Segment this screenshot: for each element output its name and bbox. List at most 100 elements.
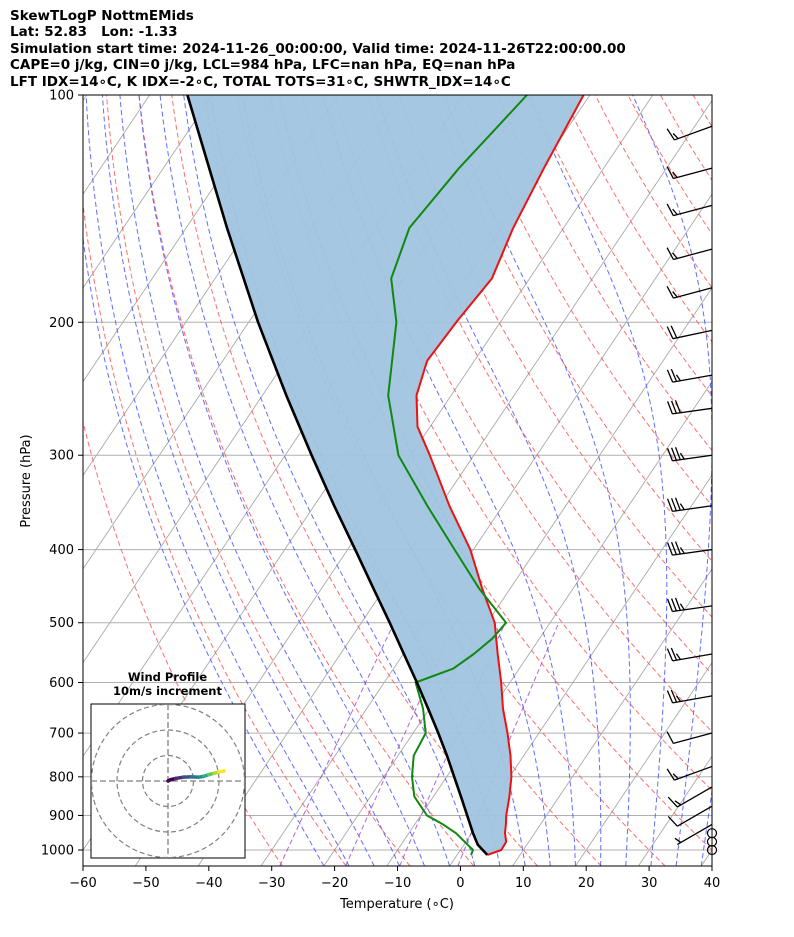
- isotherm-line: [260, 193, 712, 866]
- dry-adiabat-line: [268, 95, 712, 851]
- wind-barb: [666, 368, 713, 383]
- isotherm-line: [700, 849, 712, 866]
- wind-barb: [667, 597, 713, 613]
- title-line-indices-2: LFT IDX=14∘C, K IDX=-2∘C, TOTAL TOTS=31∘…: [10, 73, 511, 90]
- wind-barb: [666, 647, 713, 662]
- y-axis-label: Pressure (hPa): [19, 434, 34, 527]
- dry-adiabat-line: [562, 95, 712, 343]
- moist-adiabat-line: [443, 95, 631, 866]
- isotherm-line: [323, 287, 712, 866]
- y-tick-label: 900: [49, 809, 74, 824]
- y-tick-label: 100: [49, 89, 74, 104]
- wind-barb: [666, 325, 713, 340]
- moist-adiabat-line: [376, 95, 602, 866]
- dry-adiabat-line: [431, 95, 712, 562]
- wind-barb: [667, 400, 713, 415]
- wind-barbs: [666, 125, 718, 856]
- isotherm-line: [764, 95, 794, 866]
- y-tick-label: 300: [49, 449, 74, 464]
- moist-adiabat-line: [119, 95, 400, 866]
- x-tick-label: −60: [69, 876, 96, 891]
- title-line-station: SkewTLogP NottmEMids: [10, 8, 194, 24]
- isotherm-line: [83, 95, 276, 383]
- moist-adiabat-line: [83, 234, 325, 866]
- x-tick-label: −20: [321, 876, 348, 891]
- title-line-location: Lat: 52.83 Lon: -1.33: [10, 24, 178, 41]
- y-tick-label: 200: [49, 316, 74, 331]
- x-axis-label: Temperature (∘C): [339, 897, 454, 912]
- y-tick-label: 600: [49, 676, 74, 691]
- wind-barb: [666, 285, 713, 299]
- wind-barb: [666, 689, 713, 704]
- isotherm-line: [83, 95, 213, 289]
- wind-barb: [674, 823, 713, 846]
- mixing-ratio-line: [279, 622, 395, 866]
- hodograph-title: Wind Profile: [127, 670, 208, 684]
- dewpoint-profile-line: [387, 95, 528, 856]
- dry-adiabat-line: [301, 95, 712, 792]
- dry-adiabat-line: [171, 95, 538, 866]
- profiles: [186, 95, 585, 856]
- dry-adiabat-line: [334, 95, 712, 733]
- x-tick-label: 20: [578, 876, 595, 891]
- x-tick-label: −30: [258, 876, 285, 891]
- x-tick-label: 10: [515, 876, 532, 891]
- isotherm-line: [575, 661, 712, 866]
- moist-adiabat-line: [322, 95, 576, 866]
- temperature-profile-line: [415, 95, 585, 856]
- dry-adiabat-line: [83, 419, 283, 866]
- x-tick-label: −40: [195, 876, 222, 891]
- wind-barb: [666, 125, 713, 141]
- hodograph-subtitle: 10m/s increment: [113, 684, 222, 698]
- cin-shade-area: [187, 95, 584, 855]
- x-tick-label: −10: [384, 876, 411, 891]
- isotherm-line: [512, 568, 712, 866]
- moist-adiabat-line: [632, 95, 712, 866]
- wind-barb: [666, 203, 713, 217]
- wind-barb: [667, 497, 713, 512]
- dry-adiabat-line: [726, 95, 794, 866]
- axes: −60 −50 −40 −30 −20 −10 0 10 20 30 40 1000 900 800 700…: [41, 89, 720, 892]
- dry-adiabat-line: [138, 95, 475, 866]
- y-tick-label: 800: [49, 770, 74, 785]
- parcel-profile-line: [186, 95, 489, 856]
- wind-barb: [666, 765, 713, 781]
- x-tick-label: −50: [132, 876, 159, 891]
- mixing-ratio-line: [345, 622, 456, 866]
- dry-adiabat-line: [659, 95, 712, 182]
- x-tick-label: 0: [456, 876, 464, 891]
- moist-adiabat-line: [85, 95, 350, 866]
- wind-barb: [666, 731, 713, 745]
- wind-barb: [667, 786, 713, 808]
- dry-adiabat-line: [366, 95, 712, 675]
- wind-barb: [667, 805, 713, 827]
- title-line-indices-1: CAPE=0 j/kg, CIN=0 j/kg, LCL=984 hPa, LF…: [10, 57, 516, 74]
- isotherm-line: [197, 99, 712, 866]
- title-line-times: Simulation start time: 2024-11-26_00:00:…: [10, 40, 626, 57]
- isotherm-line: [83, 95, 88, 102]
- isotherm-line: [449, 474, 712, 866]
- y-tick-label: 1000: [41, 844, 74, 859]
- y-tick-label: 500: [49, 616, 74, 631]
- wind-barb: [666, 247, 713, 261]
- hodograph-trace-segment: [217, 769, 226, 774]
- wind-barb: [666, 166, 713, 180]
- moist-adiabat-line: [138, 95, 425, 866]
- chart-title: SkewTLogP NottmEMids Lat: 52.83 Lon: -1.…: [10, 8, 626, 90]
- moist-adiabat-line: [101, 95, 375, 866]
- dry-adiabat-line: [464, 95, 712, 507]
- hodograph-title-block: Wind Profile 10m/s increment: [90, 670, 245, 698]
- dry-adiabat-line: [758, 95, 794, 866]
- wind-barb: [667, 541, 713, 556]
- dry-adiabat-line: [399, 95, 712, 618]
- dry-adiabat-line: [83, 199, 347, 866]
- x-tick-label: 30: [641, 876, 658, 891]
- moist-adiabat-line: [159, 95, 451, 866]
- y-tick-label: 400: [49, 543, 74, 558]
- moist-adiabat-line: [726, 95, 794, 866]
- x-tick-label: 40: [704, 876, 721, 891]
- wind-barb: [667, 446, 713, 462]
- hodograph-inset: [90, 703, 246, 859]
- moist-adiabat-line: [183, 95, 476, 866]
